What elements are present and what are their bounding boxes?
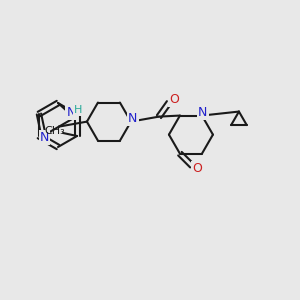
Text: O: O bbox=[169, 93, 179, 106]
Text: CH₃: CH₃ bbox=[45, 126, 65, 136]
Text: N: N bbox=[40, 131, 49, 144]
Text: N: N bbox=[67, 106, 76, 119]
Text: H: H bbox=[74, 105, 82, 115]
Text: N: N bbox=[128, 112, 138, 125]
Text: N: N bbox=[198, 106, 208, 119]
Text: O: O bbox=[192, 162, 202, 175]
